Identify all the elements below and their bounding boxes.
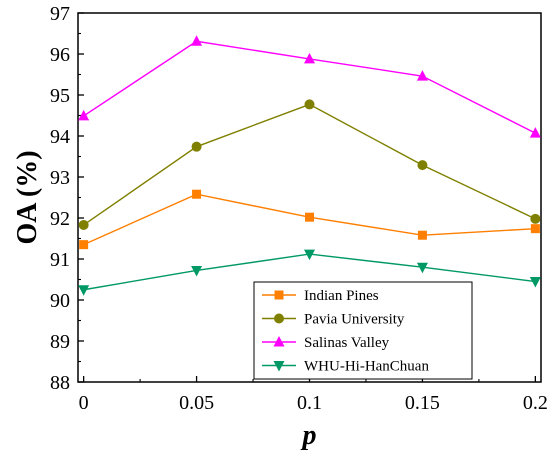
y-tick-label: 93	[50, 167, 70, 189]
data-point-whu-hi-hanchuan	[304, 249, 315, 261]
y-tick-label: 95	[50, 85, 70, 107]
data-point-whu-hi-hanchuan	[191, 265, 203, 277]
y-tick-label: 91	[50, 249, 70, 271]
legend-label-pavia-university: Pavia University	[304, 312, 405, 328]
data-point-salinas-valley	[78, 109, 90, 121]
data-point-whu-hi-hanchuan	[529, 277, 541, 288]
data-point-pavia-university	[78, 219, 89, 230]
series-pavia-university	[78, 99, 541, 230]
x-axis-title: p	[301, 420, 317, 451]
x-tick-label: 0.1	[297, 392, 322, 414]
y-tick-label: 92	[50, 208, 70, 230]
x-tick-label: 0	[79, 392, 89, 414]
series-line-pavia-university	[83, 103, 536, 226]
data-point-pavia-university	[417, 160, 428, 171]
x-tick-label: 0.05	[179, 392, 214, 414]
legend: Indian Pines Pavia University Salinas Vall…	[253, 281, 473, 380]
data-point-indian-pines	[79, 240, 89, 250]
legend-label-salinas-valley: Salinas Valley	[304, 335, 390, 351]
data-point-salinas-valley	[416, 70, 428, 81]
data-point-salinas-valley	[304, 52, 315, 64]
data-point-indian-pines	[417, 230, 427, 240]
data-point-indian-pines	[305, 212, 314, 222]
data-point-salinas-valley	[529, 127, 541, 138]
legend-marker-pavia-university	[274, 313, 284, 324]
series-whu-hi-hanchuan	[78, 249, 541, 296]
data-point-salinas-valley	[191, 35, 203, 46]
data-point-pavia-university	[530, 213, 541, 224]
data-point-whu-hi-hanchuan	[416, 262, 428, 274]
series-salinas-valley	[78, 35, 541, 138]
series-indian-pines	[79, 189, 540, 250]
data-point-indian-pines	[530, 224, 540, 234]
data-point-indian-pines	[192, 189, 202, 199]
data-point-pavia-university	[304, 99, 315, 110]
y-tick-label: 88	[50, 372, 70, 394]
legend-marker-salinas-valley	[273, 336, 285, 347]
y-tick-label: 97	[50, 3, 70, 25]
legend-label-whu-hi-hanchuan: WHU-Hi-HanChuan	[304, 359, 429, 375]
x-tick-label: 0.15	[405, 392, 440, 414]
y-axis-title: OA (%)	[12, 150, 43, 244]
legend-marker-whu-hi-hanchuan	[273, 361, 285, 372]
x-tick-label: 0.2	[523, 392, 548, 414]
y-tick-label: 90	[50, 290, 70, 312]
legend-label-indian-pines: Indian Pines	[304, 288, 379, 304]
data-point-pavia-university	[191, 141, 202, 152]
y-tick-label: 89	[50, 331, 70, 353]
legend-marker-indian-pines	[274, 290, 284, 300]
y-tick-label: 96	[50, 44, 70, 66]
y-tick-label: 94	[50, 126, 70, 148]
data-point-whu-hi-hanchuan	[78, 285, 90, 296]
legend-box	[253, 281, 473, 380]
